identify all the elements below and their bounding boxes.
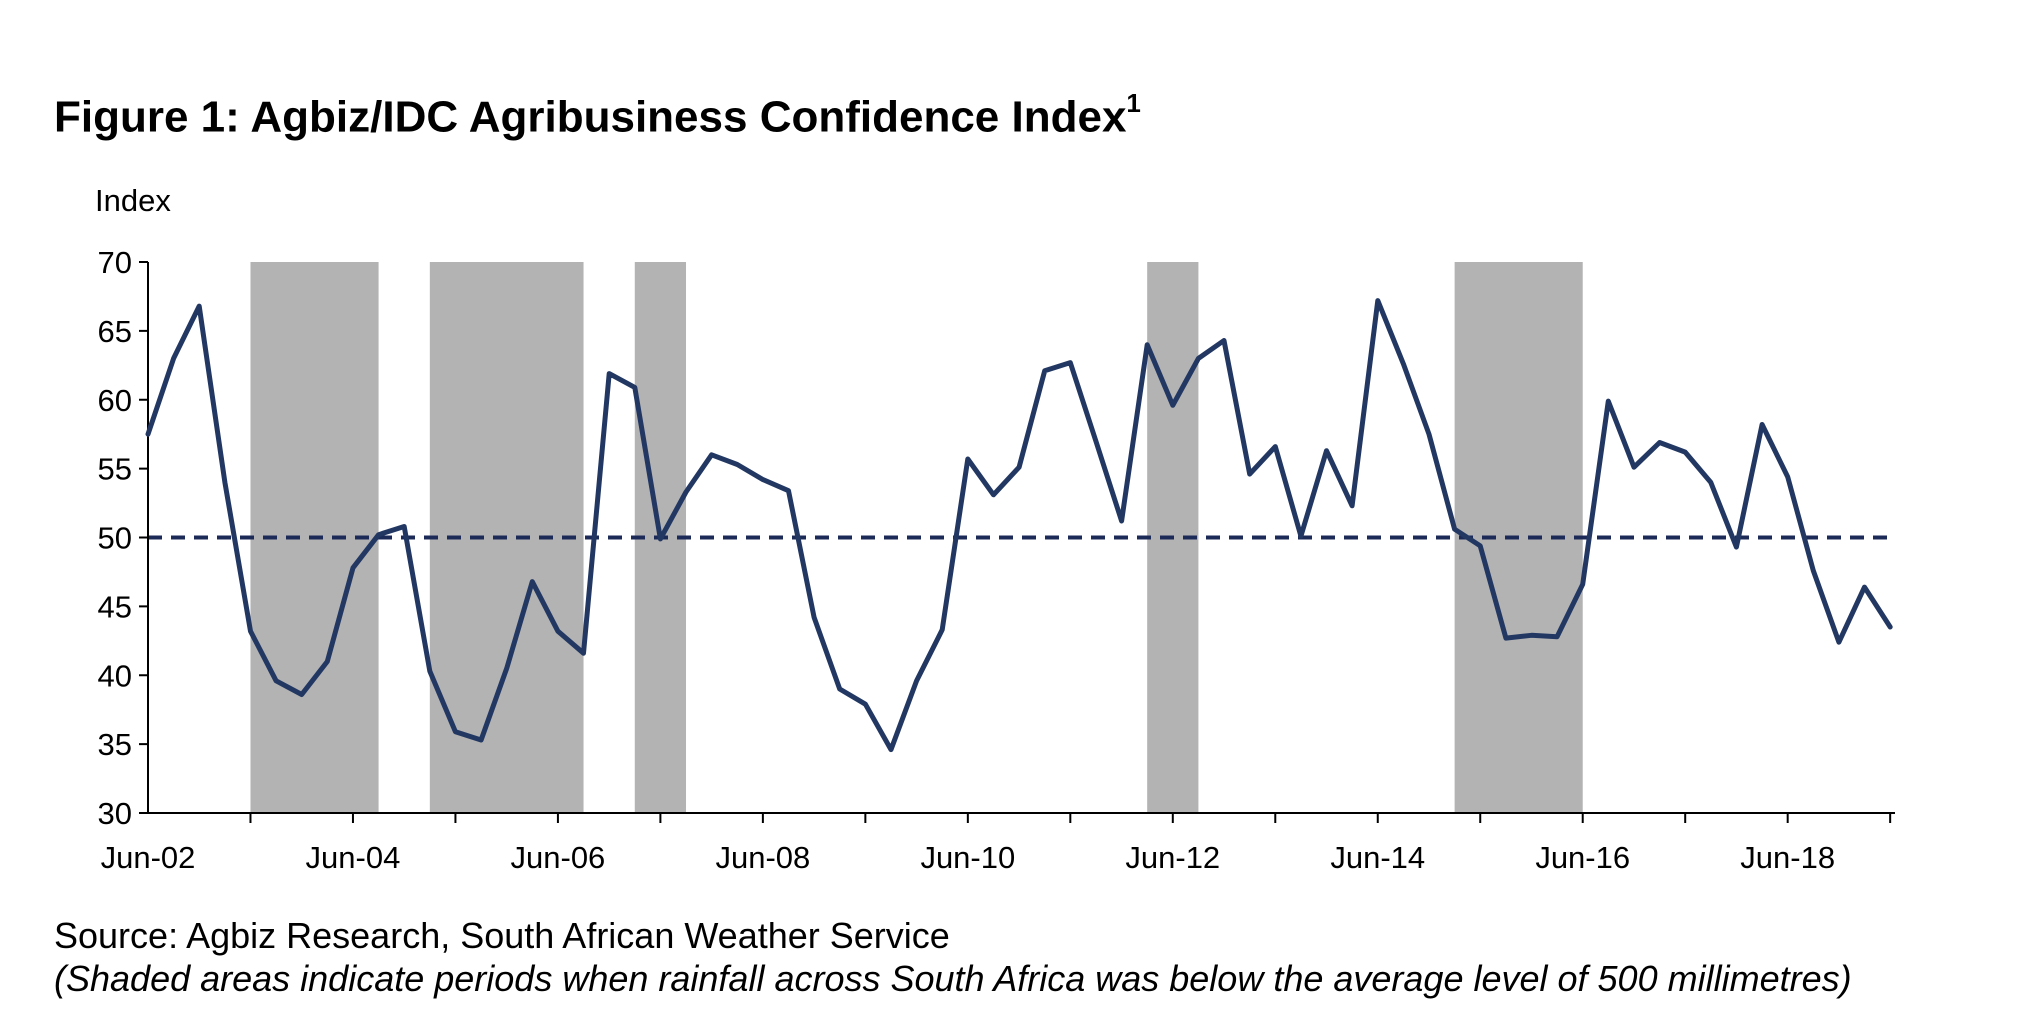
shading-note: (Shaded areas indicate periods when rain…: [54, 958, 1852, 999]
y-tick-label-50: 50: [98, 521, 132, 556]
chart-title-superscript: 1: [1126, 88, 1141, 118]
x-tick-label-jun-02: Jun-02: [101, 840, 196, 875]
chart-title-text: Figure 1: Agbiz/IDC Agribusiness Confide…: [54, 92, 1127, 142]
x-tick-label-jun-14: Jun-14: [1330, 840, 1425, 875]
y-tick-label-65: 65: [98, 314, 132, 349]
x-tick-label-jun-10: Jun-10: [920, 840, 1015, 875]
axes-layer: 30 35 40 45 50 55 60 65 70 Jun-02 Jun-04 Jun-06 Jun-…: [98, 245, 1895, 875]
chart-title: Figure 1: Agbiz/IDC Agribusiness Confide…: [54, 88, 1141, 143]
source-note: Source: Agbiz Research, South African We…: [54, 915, 950, 956]
y-tick-label-40: 40: [98, 658, 132, 693]
y-tick-label-35: 35: [98, 727, 132, 762]
x-tick-label-jun-06: Jun-06: [511, 840, 606, 875]
y-tick-label-30: 30: [98, 796, 132, 831]
x-tick-label-jun-16: Jun-16: [1535, 840, 1630, 875]
x-tick-label-jun-04: Jun-04: [306, 840, 401, 875]
series-line-layer: [145, 298, 1893, 753]
x-tick-label-jun-08: Jun-08: [715, 840, 810, 875]
series-line-1: [145, 298, 1893, 753]
y-tick-label-70: 70: [98, 245, 132, 280]
x-tick-label-jun-18: Jun-18: [1740, 840, 1835, 875]
y-tick-label-60: 60: [98, 383, 132, 418]
y-tick-label-55: 55: [98, 452, 132, 487]
y-axis-label: Index: [95, 183, 171, 218]
y-tick-label-45: 45: [98, 589, 132, 624]
x-tick-label-jun-12: Jun-12: [1125, 840, 1220, 875]
